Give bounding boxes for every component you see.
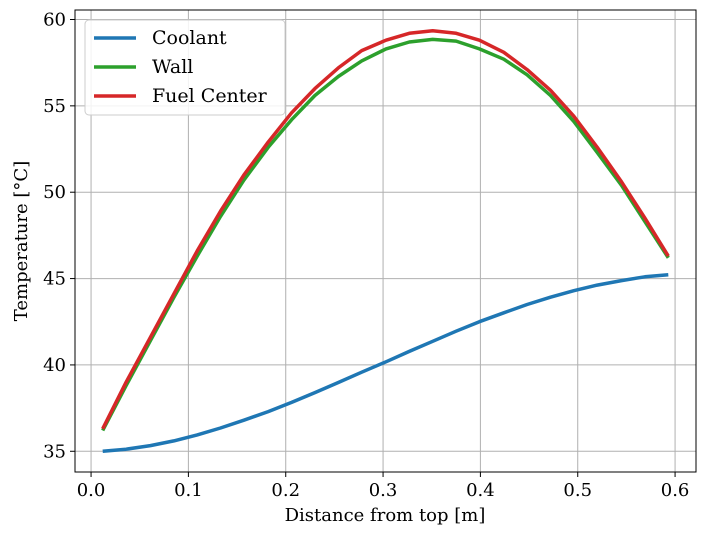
y-tick-label: 35 <box>43 441 66 462</box>
y-axis-label: Temperature [°C] <box>11 161 32 321</box>
y-tick-label: 60 <box>43 9 66 30</box>
legend-label-fuel-center: Fuel Center <box>152 85 268 107</box>
tick-layer: 0.0 0.1 0.2 0.3 0.4 0.5 0.6 35 40 45 50 55 60 <box>43 9 689 501</box>
plot-frame <box>74 9 697 473</box>
x-tick-label: 0.1 <box>174 480 203 501</box>
x-tick-label: 0.6 <box>661 480 690 501</box>
y-tick-label: 45 <box>43 269 66 290</box>
y-tick-label: 55 <box>43 96 66 117</box>
x-axis-label: Distance from top [m] <box>285 505 486 526</box>
series-line-wall <box>101 37 670 432</box>
x-tick-label: 0.4 <box>466 480 495 501</box>
series-line-coolant <box>102 273 669 454</box>
legend: Coolant Wall Fuel Center <box>84 19 286 116</box>
x-tick-label: 0.3 <box>369 480 398 501</box>
y-tick-label: 50 <box>43 182 66 203</box>
legend-box <box>84 19 286 116</box>
y-tick-label: 40 <box>43 355 66 376</box>
series-layer <box>101 28 670 454</box>
legend-label-wall: Wall <box>152 56 193 78</box>
x-tick-label: 0.0 <box>77 480 106 501</box>
series-line-fuel-center <box>101 28 670 430</box>
x-tick-label: 0.2 <box>271 480 300 501</box>
x-tick-label: 0.5 <box>563 480 592 501</box>
legend-label-coolant: Coolant <box>152 27 227 49</box>
